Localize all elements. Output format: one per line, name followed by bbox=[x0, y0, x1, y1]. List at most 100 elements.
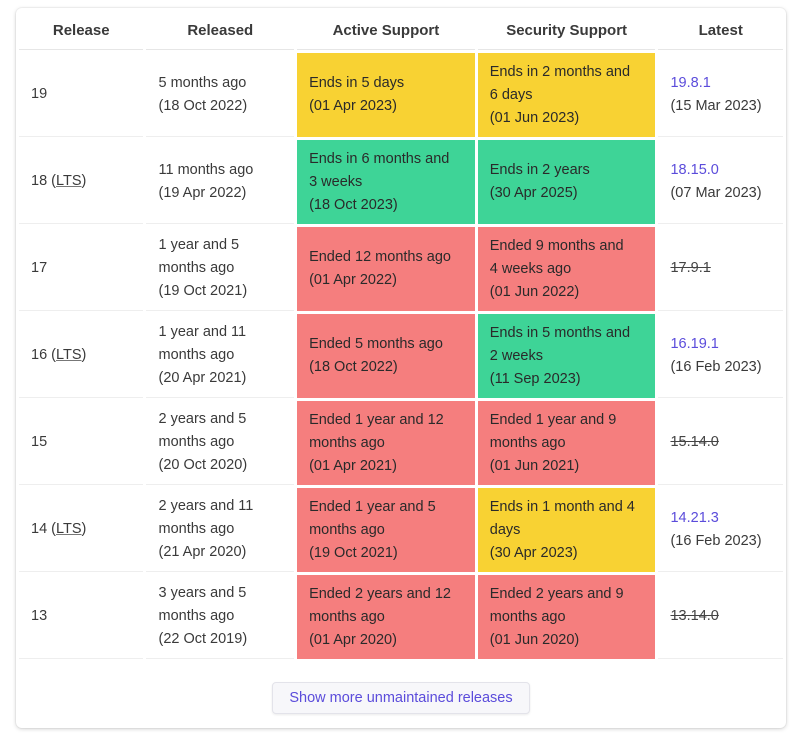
release-number: 17 bbox=[31, 260, 48, 276]
latest-cell: 14.21.3 (16 Feb 2023) bbox=[658, 488, 783, 572]
lts-link[interactable]: LTS bbox=[56, 173, 82, 189]
release-number: 16 bbox=[31, 347, 48, 363]
released-cell-line: 1 year and 5 bbox=[158, 237, 240, 253]
released-cell-line: 2 years and 11 bbox=[158, 498, 254, 514]
security-support-cell-line: (30 Apr 2023) bbox=[489, 544, 578, 561]
latest-cell: 15.14.0 bbox=[658, 401, 783, 485]
security-support-cell-line: (01 Jun 2021) bbox=[489, 457, 580, 474]
latest-version: 13.14.0 bbox=[670, 608, 719, 624]
active-support-cell-line: (18 Oct 2023) bbox=[309, 196, 398, 213]
released-cell-line: months ago bbox=[158, 608, 235, 624]
security-support-cell: Ends in 2 months and 6 days (01 Jun 2023) bbox=[477, 53, 656, 137]
security-support-cell-line: (01 Jun 2023) bbox=[489, 109, 580, 126]
header-latest: Latest bbox=[658, 11, 783, 50]
header-released: Released bbox=[146, 11, 295, 50]
active-support-cell: Ended 1 year and 12 months ago (01 Apr 202… bbox=[297, 401, 475, 485]
released-cell: 3 years and 5 months ago (22 Oct 2019) bbox=[146, 575, 295, 659]
table-row: 14 (LTS) 2 years and 11 months ago (21 Apr … bbox=[19, 488, 783, 572]
active-support-cell: Ended 2 years and 12 months ago (01 Apr 20… bbox=[297, 575, 475, 659]
latest-date: (16 Feb 2023) bbox=[670, 358, 762, 375]
latest-cell: 17.9.1 bbox=[658, 227, 783, 311]
release-number: 19 bbox=[31, 86, 48, 102]
release-cell: 14 (LTS) bbox=[19, 488, 144, 572]
show-more-releases-button[interactable]: Show more unmaintained releases bbox=[272, 682, 530, 714]
table-row: 18 (LTS) 11 months ago (19 Apr 2022) Ends i… bbox=[19, 140, 783, 224]
released-cell: 1 year and 5 months ago (19 Oct 2021) bbox=[146, 227, 295, 311]
security-support-cell-line: Ends in 1 month and 4 bbox=[489, 498, 635, 515]
security-support-cell: Ends in 5 months and 2 weeks (11 Sep 2023) bbox=[477, 314, 656, 398]
active-support-cell: Ends in 6 months and 3 weeks (18 Oct 2023) bbox=[297, 140, 475, 224]
active-support-cell: Ends in 5 days (01 Apr 2023) bbox=[297, 53, 475, 137]
table-row: 13 3 years and 5 months ago (22 Oct 2019) En… bbox=[19, 575, 783, 659]
latest-cell: 13.14.0 bbox=[658, 575, 783, 659]
released-cell-line: 2 years and 5 bbox=[158, 411, 247, 427]
release-number: 15 bbox=[31, 434, 48, 450]
latest-cell: 18.15.0 (07 Mar 2023) bbox=[658, 140, 783, 224]
table-body: 19 5 months ago (18 Oct 2022) Ends in 5 day… bbox=[19, 53, 783, 659]
latest-cell: 16.19.1 (16 Feb 2023) bbox=[658, 314, 783, 398]
active-support-cell-line: Ended 12 months ago bbox=[309, 249, 451, 265]
security-support-cell-line: 2 weeks bbox=[489, 347, 543, 364]
security-support-cell-line: Ends in 2 years bbox=[489, 162, 590, 178]
release-number: 18 bbox=[31, 173, 48, 189]
lts-link[interactable]: LTS bbox=[56, 347, 82, 363]
release-cell: 13 bbox=[19, 575, 144, 659]
released-cell-line: 3 years and 5 bbox=[158, 585, 247, 601]
security-support-cell: Ended 1 year and 9 months ago (01 Jun 2021… bbox=[477, 401, 656, 485]
active-support-cell: Ended 5 months ago (18 Oct 2022) bbox=[297, 314, 475, 398]
released-cell: 5 months ago (18 Oct 2022) bbox=[146, 53, 295, 137]
release-support-card: Release Released Active Support Security… bbox=[16, 8, 786, 728]
released-cell-line: 5 months ago bbox=[158, 74, 247, 91]
latest-date: (16 Feb 2023) bbox=[670, 532, 762, 549]
latest-version: 17.9.1 bbox=[670, 260, 711, 276]
released-cell-line: 11 months ago bbox=[158, 161, 254, 178]
table-row: 19 5 months ago (18 Oct 2022) Ends in 5 day… bbox=[19, 53, 783, 137]
active-support-cell: Ended 12 months ago (01 Apr 2022) bbox=[297, 227, 475, 311]
header-release: Release bbox=[19, 11, 144, 50]
release-cell: 18 (LTS) bbox=[19, 140, 144, 224]
active-support-cell-line: (01 Apr 2021) bbox=[309, 457, 397, 474]
latest-date: (07 Mar 2023) bbox=[670, 184, 762, 201]
latest-version[interactable]: 19.8.1 bbox=[670, 74, 711, 91]
table-row: 16 (LTS) 1 year and 11 months ago (20 Apr 2… bbox=[19, 314, 783, 398]
lts-link[interactable]: LTS bbox=[56, 521, 82, 537]
latest-version[interactable]: 18.15.0 bbox=[670, 161, 719, 178]
released-cell: 2 years and 11 months ago (21 Apr 2020) bbox=[146, 488, 295, 572]
released-cell-line: (21 Apr 2020) bbox=[158, 544, 247, 560]
released-cell: 2 years and 5 months ago (20 Oct 2020) bbox=[146, 401, 295, 485]
security-support-cell-line: Ended 9 months and bbox=[489, 237, 624, 254]
released-cell-line: (20 Oct 2020) bbox=[158, 457, 248, 473]
security-support-cell-line: Ends in 2 months and bbox=[489, 63, 631, 80]
security-support-cell-line: days bbox=[489, 521, 521, 538]
header-active-support: Active Support bbox=[297, 11, 475, 50]
table-footer: Show more unmaintained releases bbox=[16, 682, 786, 714]
release-cell: 19 bbox=[19, 53, 144, 137]
security-support-cell-line: months ago bbox=[489, 434, 566, 451]
security-support-cell: Ends in 1 month and 4 days (30 Apr 2023) bbox=[477, 488, 656, 572]
released-cell: 1 year and 11 months ago (20 Apr 2021) bbox=[146, 314, 295, 398]
security-support-cell-line: (01 Jun 2022) bbox=[489, 283, 580, 300]
security-support-cell-line: months ago bbox=[489, 608, 566, 625]
released-cell-line: (22 Oct 2019) bbox=[158, 631, 248, 647]
released-cell-line: (19 Apr 2022) bbox=[158, 184, 247, 201]
active-support-cell: Ended 1 year and 5 months ago (19 Oct 2021… bbox=[297, 488, 475, 572]
released-cell-line: months ago bbox=[158, 434, 235, 450]
security-support-cell-line: Ended 1 year and 9 bbox=[489, 411, 617, 428]
security-support-cell-line: 6 days bbox=[489, 86, 533, 103]
security-support-cell-line: (30 Apr 2025) bbox=[489, 185, 578, 201]
table-header-row: Release Released Active Support Security… bbox=[19, 11, 783, 50]
active-support-cell-line: months ago bbox=[309, 608, 385, 625]
latest-version[interactable]: 14.21.3 bbox=[670, 509, 719, 526]
released-cell-line: (19 Oct 2021) bbox=[158, 283, 248, 299]
released-cell-line: months ago bbox=[158, 521, 235, 537]
release-cell: 15 bbox=[19, 401, 144, 485]
active-support-cell-line: months ago bbox=[309, 521, 385, 538]
latest-cell: 19.8.1 (15 Mar 2023) bbox=[658, 53, 783, 137]
active-support-cell-line: (19 Oct 2021) bbox=[309, 544, 398, 561]
security-support-cell-line: Ended 2 years and 9 bbox=[489, 585, 624, 602]
latest-version[interactable]: 16.19.1 bbox=[670, 335, 719, 352]
release-cell: 17 bbox=[19, 227, 144, 311]
table-row: 15 2 years and 5 months ago (20 Oct 2020) En… bbox=[19, 401, 783, 485]
active-support-cell-line: Ends in 6 months and bbox=[309, 150, 450, 167]
release-number: 14 bbox=[31, 521, 48, 537]
